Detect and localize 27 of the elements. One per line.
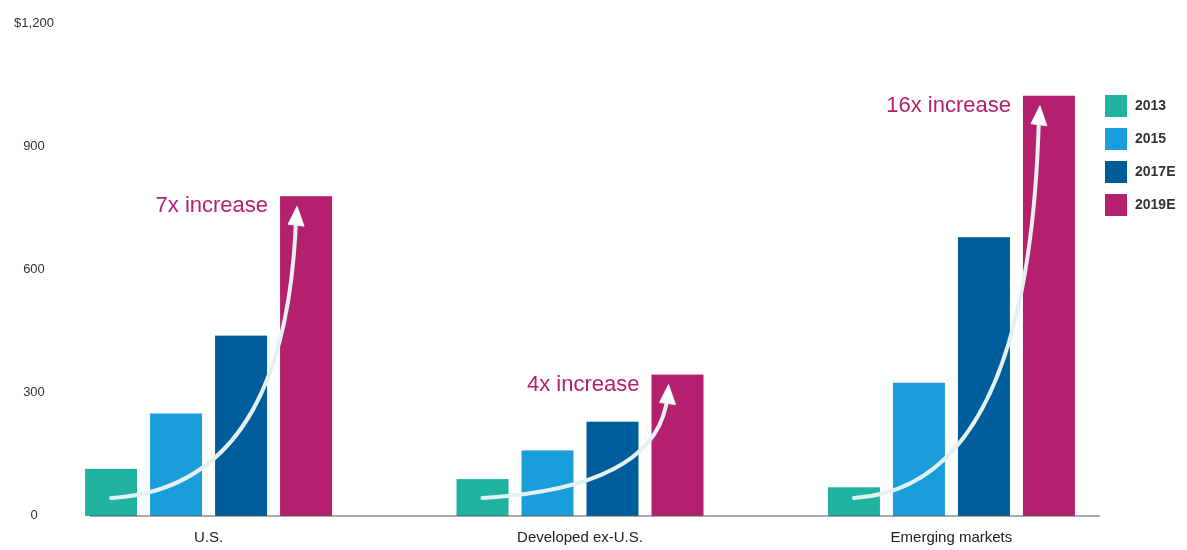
legend-label: 2019E (1135, 195, 1176, 212)
y-tick-label: $1,200 (14, 15, 54, 31)
bar (456, 479, 509, 516)
bar (892, 382, 945, 516)
legend-label: 2015 (1135, 129, 1167, 146)
bar (280, 196, 333, 516)
annotation: 7x increase (155, 192, 269, 218)
annotation: 16x increase (886, 91, 1011, 117)
y-tick-label: 0 (30, 507, 38, 523)
bar (651, 374, 704, 516)
x-tick-label: Emerging markets (890, 528, 1013, 545)
bar (150, 413, 203, 516)
bar (1022, 95, 1075, 516)
bar (521, 450, 574, 516)
y-tick-label: 600 (23, 261, 45, 277)
bar (215, 335, 268, 516)
bar (957, 237, 1010, 516)
annotation: 4x increase (526, 370, 640, 396)
bar (827, 487, 880, 516)
x-tick-label: Developed ex-U.S. (517, 528, 643, 545)
bar (586, 421, 639, 516)
y-tick-label: 300 (23, 384, 45, 400)
legend-label: 2013 (1135, 96, 1167, 113)
x-tick-label: U.S. (193, 528, 224, 545)
bar (85, 468, 138, 516)
y-tick-label: 900 (23, 138, 45, 154)
legend-label: 2017E (1135, 162, 1176, 179)
